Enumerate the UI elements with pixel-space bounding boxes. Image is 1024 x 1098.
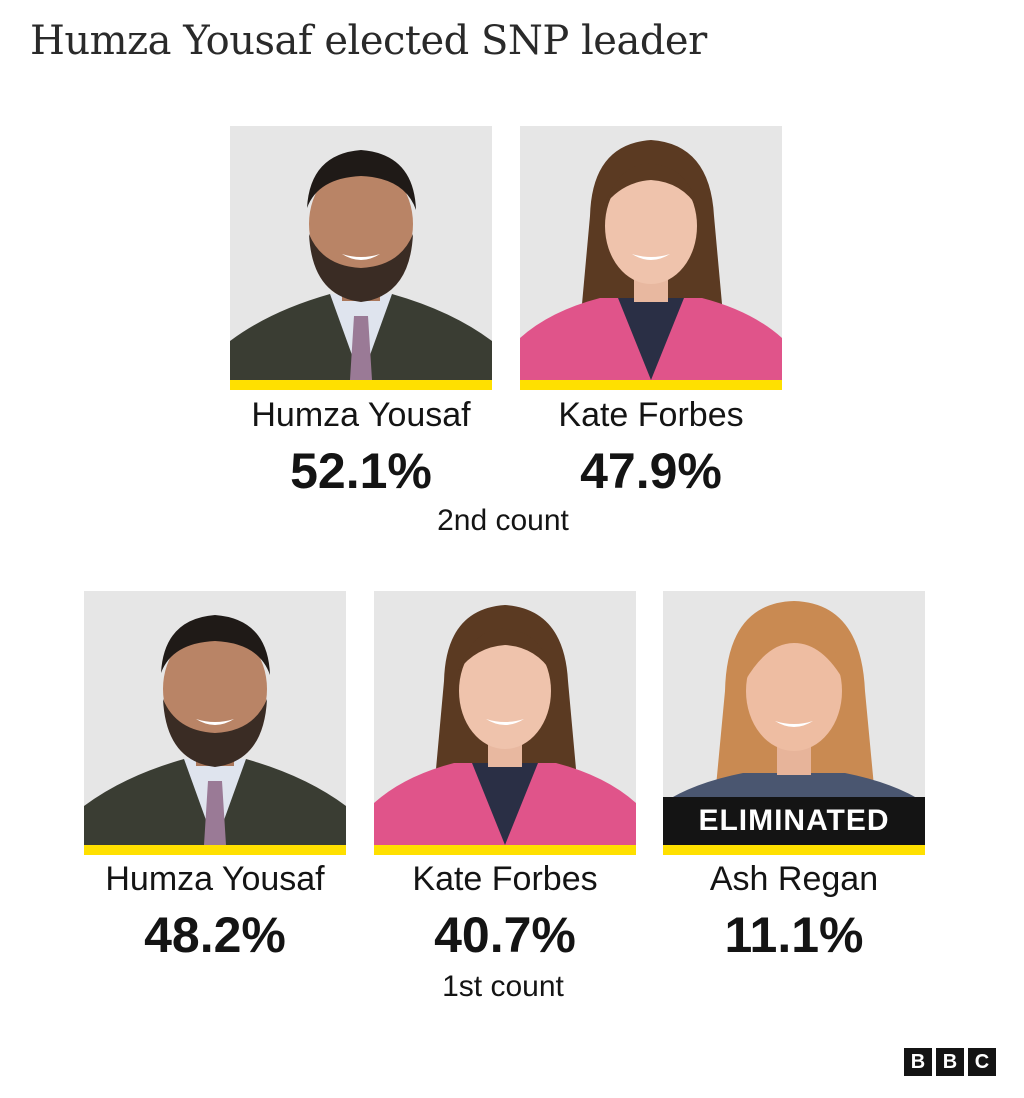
candidate-card-yousaf-2nd bbox=[230, 126, 492, 390]
candidate-name: Ash Regan bbox=[709, 860, 879, 898]
woman-portrait-icon bbox=[520, 140, 782, 380]
candidate-card-yousaf-1st bbox=[84, 591, 346, 855]
highlight-bar bbox=[663, 845, 925, 855]
highlight-bar bbox=[520, 380, 782, 390]
eliminated-badge: ELIMINATED bbox=[663, 797, 925, 845]
candidate-photo bbox=[84, 591, 346, 845]
candidate-photo bbox=[230, 126, 492, 380]
logo-letter: C bbox=[968, 1048, 996, 1076]
bbc-logo: B B C bbox=[904, 1048, 996, 1076]
man-portrait-icon bbox=[84, 615, 346, 845]
candidate-name: Kate Forbes bbox=[412, 860, 598, 898]
candidate-card-forbes-1st bbox=[374, 591, 636, 855]
candidate-name: Humza Yousaf bbox=[105, 860, 325, 898]
woman-portrait-icon bbox=[374, 605, 636, 845]
candidate-name: Kate Forbes bbox=[558, 396, 744, 434]
highlight-bar bbox=[84, 845, 346, 855]
count-label: 1st count bbox=[442, 970, 564, 1003]
man-portrait-icon bbox=[230, 150, 492, 380]
candidate-card-regan-1st: ELIMINATED bbox=[663, 591, 925, 855]
vote-percentage: 40.7% bbox=[434, 907, 576, 963]
count-label: 2nd count bbox=[437, 504, 569, 537]
highlight-bar bbox=[230, 380, 492, 390]
candidate-photo bbox=[520, 126, 782, 380]
candidate-photo: ELIMINATED bbox=[663, 591, 925, 845]
vote-percentage: 48.2% bbox=[144, 907, 286, 963]
highlight-bar bbox=[374, 845, 636, 855]
vote-percentage: 52.1% bbox=[290, 443, 432, 499]
vote-percentage: 11.1% bbox=[724, 907, 864, 963]
candidate-name: Humza Yousaf bbox=[251, 396, 471, 434]
candidate-card-forbes-2nd bbox=[520, 126, 782, 390]
vote-percentage: 47.9% bbox=[580, 443, 722, 499]
logo-letter: B bbox=[936, 1048, 964, 1076]
candidate-photo bbox=[374, 591, 636, 845]
page-title: Humza Yousaf elected SNP leader bbox=[30, 18, 707, 64]
logo-letter: B bbox=[904, 1048, 932, 1076]
